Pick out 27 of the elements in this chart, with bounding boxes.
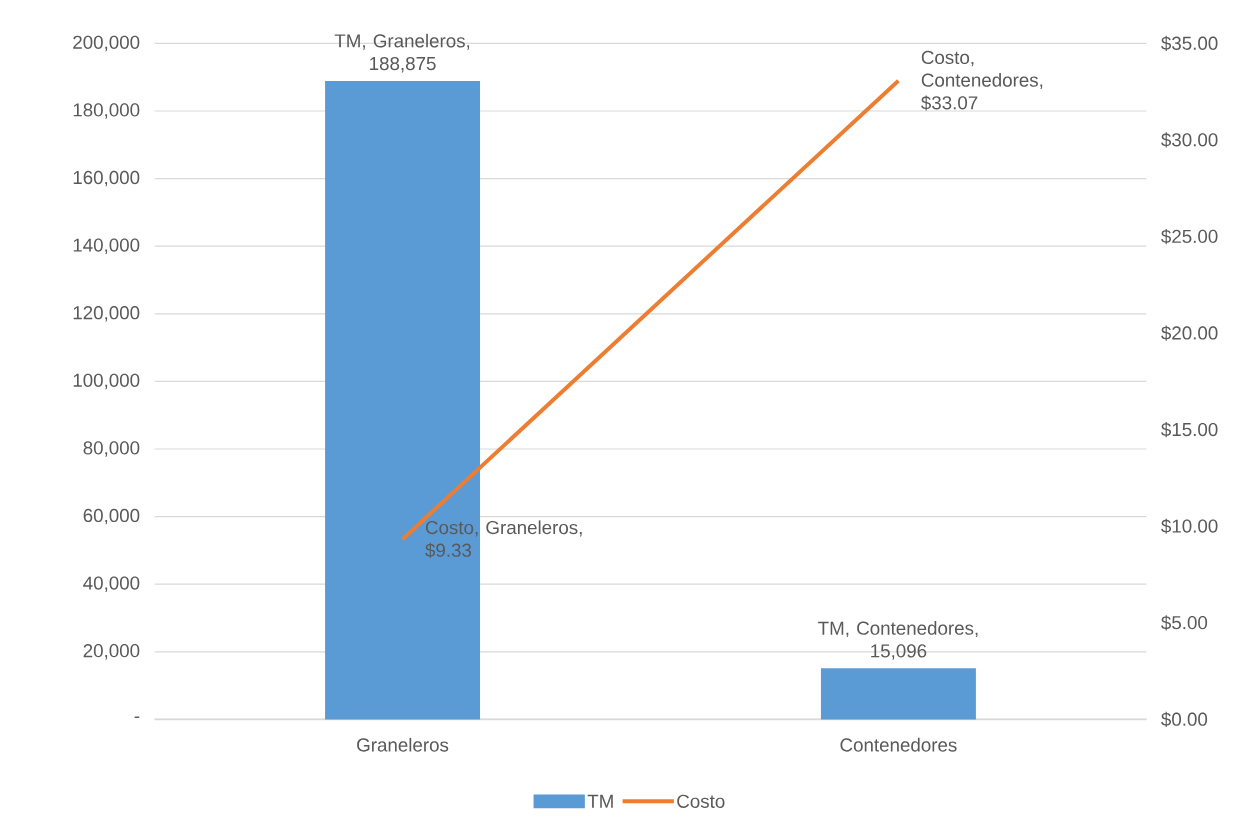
y2-tick-label: $30.00: [1161, 132, 1218, 148]
y2-tick-label: $5.00: [1161, 615, 1208, 631]
y2-tick-label: $35.00: [1161, 35, 1218, 52]
legend-label: TM: [587, 794, 613, 808]
y-tick-label: 140,000: [73, 238, 140, 255]
legend-label: Costo: [677, 794, 725, 809]
data-label: Costo, Contenedores, $33.07: [921, 50, 1043, 111]
y-tick-label: 200,000: [73, 35, 140, 52]
y-tick-label: 20,000: [83, 644, 140, 660]
y-tick-label: 100,000: [73, 373, 140, 390]
data-label: TM, Contenedores, 15,096: [818, 621, 978, 660]
y2-tick-label: $20.00: [1161, 325, 1218, 341]
x-tick-label: Contenedores: [840, 737, 957, 752]
data-label: TM, Graneleros, 188,875: [334, 33, 470, 73]
y-tick-label: 40,000: [83, 576, 140, 593]
y-tick-label: -: [134, 716, 140, 719]
y2-tick-label: $15.00: [1161, 422, 1218, 438]
x-tick-label: Graneleros: [357, 737, 449, 752]
y2-tick-label: $25.00: [1161, 229, 1218, 245]
data-label: Costo, Graneleros, $9.33: [425, 520, 582, 559]
y-tick-label: 120,000: [73, 306, 140, 322]
y-tick-label: 160,000: [73, 170, 140, 187]
y-tick-label: 60,000: [83, 508, 140, 525]
y-tick-label: 180,000: [73, 103, 140, 119]
y-tick-label: 80,000: [83, 441, 140, 457]
y2-tick-label: $10.00: [1161, 518, 1218, 534]
y2-tick-label: $0.00: [1161, 711, 1208, 728]
